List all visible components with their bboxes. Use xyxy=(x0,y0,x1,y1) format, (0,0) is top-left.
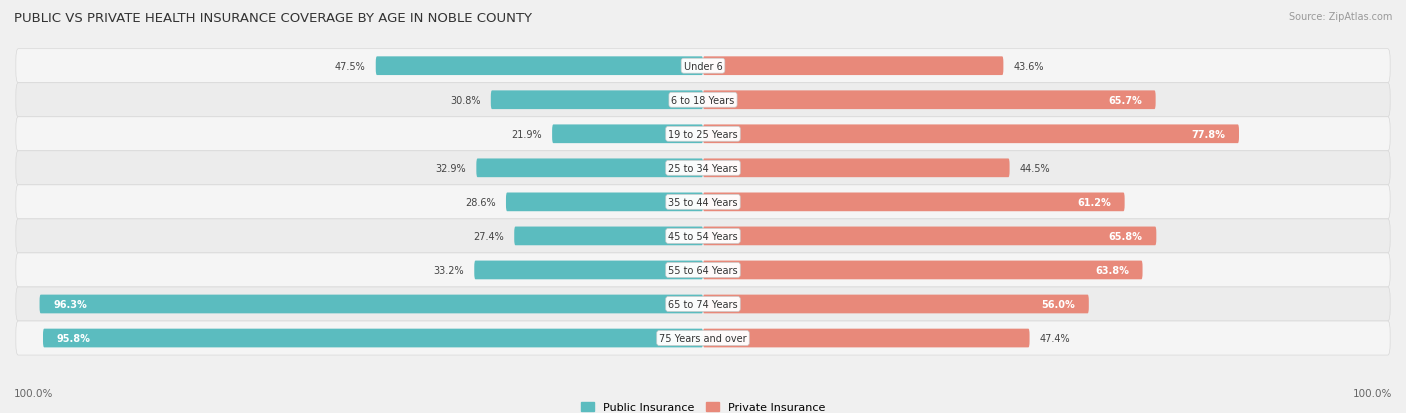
Text: 45 to 54 Years: 45 to 54 Years xyxy=(668,231,738,241)
FancyBboxPatch shape xyxy=(506,193,703,212)
FancyBboxPatch shape xyxy=(375,57,703,76)
Text: 25 to 34 Years: 25 to 34 Years xyxy=(668,164,738,173)
Text: 44.5%: 44.5% xyxy=(1019,164,1050,173)
Text: PUBLIC VS PRIVATE HEALTH INSURANCE COVERAGE BY AGE IN NOBLE COUNTY: PUBLIC VS PRIVATE HEALTH INSURANCE COVER… xyxy=(14,12,531,25)
FancyBboxPatch shape xyxy=(15,253,1391,287)
Text: 63.8%: 63.8% xyxy=(1095,265,1129,275)
FancyBboxPatch shape xyxy=(703,227,1156,246)
Text: 21.9%: 21.9% xyxy=(512,129,541,140)
Text: 65 to 74 Years: 65 to 74 Years xyxy=(668,299,738,309)
Text: 6 to 18 Years: 6 to 18 Years xyxy=(672,95,734,105)
FancyBboxPatch shape xyxy=(15,50,1391,83)
Text: 35 to 44 Years: 35 to 44 Years xyxy=(668,197,738,207)
Text: Under 6: Under 6 xyxy=(683,62,723,71)
Text: 28.6%: 28.6% xyxy=(465,197,496,207)
Text: 65.8%: 65.8% xyxy=(1109,231,1143,241)
FancyBboxPatch shape xyxy=(703,57,1004,76)
FancyBboxPatch shape xyxy=(15,287,1391,321)
Text: 47.4%: 47.4% xyxy=(1040,333,1070,343)
Text: 100.0%: 100.0% xyxy=(14,388,53,398)
FancyBboxPatch shape xyxy=(15,185,1391,219)
FancyBboxPatch shape xyxy=(15,117,1391,152)
FancyBboxPatch shape xyxy=(474,261,703,280)
Text: 32.9%: 32.9% xyxy=(436,164,465,173)
FancyBboxPatch shape xyxy=(15,321,1391,355)
FancyBboxPatch shape xyxy=(39,295,703,313)
FancyBboxPatch shape xyxy=(703,261,1143,280)
FancyBboxPatch shape xyxy=(491,91,703,110)
FancyBboxPatch shape xyxy=(703,91,1156,110)
FancyBboxPatch shape xyxy=(703,295,1088,313)
Text: 47.5%: 47.5% xyxy=(335,62,366,71)
Text: 43.6%: 43.6% xyxy=(1014,62,1045,71)
Text: 30.8%: 30.8% xyxy=(450,95,481,105)
Text: 56.0%: 56.0% xyxy=(1042,299,1076,309)
Text: 65.7%: 65.7% xyxy=(1108,95,1142,105)
Text: 77.8%: 77.8% xyxy=(1191,129,1225,140)
FancyBboxPatch shape xyxy=(15,152,1391,185)
FancyBboxPatch shape xyxy=(703,329,1029,347)
Text: 33.2%: 33.2% xyxy=(433,265,464,275)
FancyBboxPatch shape xyxy=(703,125,1239,144)
Text: 61.2%: 61.2% xyxy=(1077,197,1111,207)
Text: 95.8%: 95.8% xyxy=(56,333,90,343)
Text: 100.0%: 100.0% xyxy=(1353,388,1392,398)
FancyBboxPatch shape xyxy=(44,329,703,347)
Text: 27.4%: 27.4% xyxy=(474,231,503,241)
FancyBboxPatch shape xyxy=(477,159,703,178)
Text: 19 to 25 Years: 19 to 25 Years xyxy=(668,129,738,140)
FancyBboxPatch shape xyxy=(703,159,1010,178)
Legend: Public Insurance, Private Insurance: Public Insurance, Private Insurance xyxy=(576,398,830,413)
FancyBboxPatch shape xyxy=(515,227,703,246)
FancyBboxPatch shape xyxy=(703,193,1125,212)
Text: 96.3%: 96.3% xyxy=(53,299,87,309)
FancyBboxPatch shape xyxy=(15,219,1391,253)
Text: 55 to 64 Years: 55 to 64 Years xyxy=(668,265,738,275)
FancyBboxPatch shape xyxy=(15,83,1391,117)
Text: Source: ZipAtlas.com: Source: ZipAtlas.com xyxy=(1288,12,1392,22)
Text: 75 Years and over: 75 Years and over xyxy=(659,333,747,343)
FancyBboxPatch shape xyxy=(553,125,703,144)
